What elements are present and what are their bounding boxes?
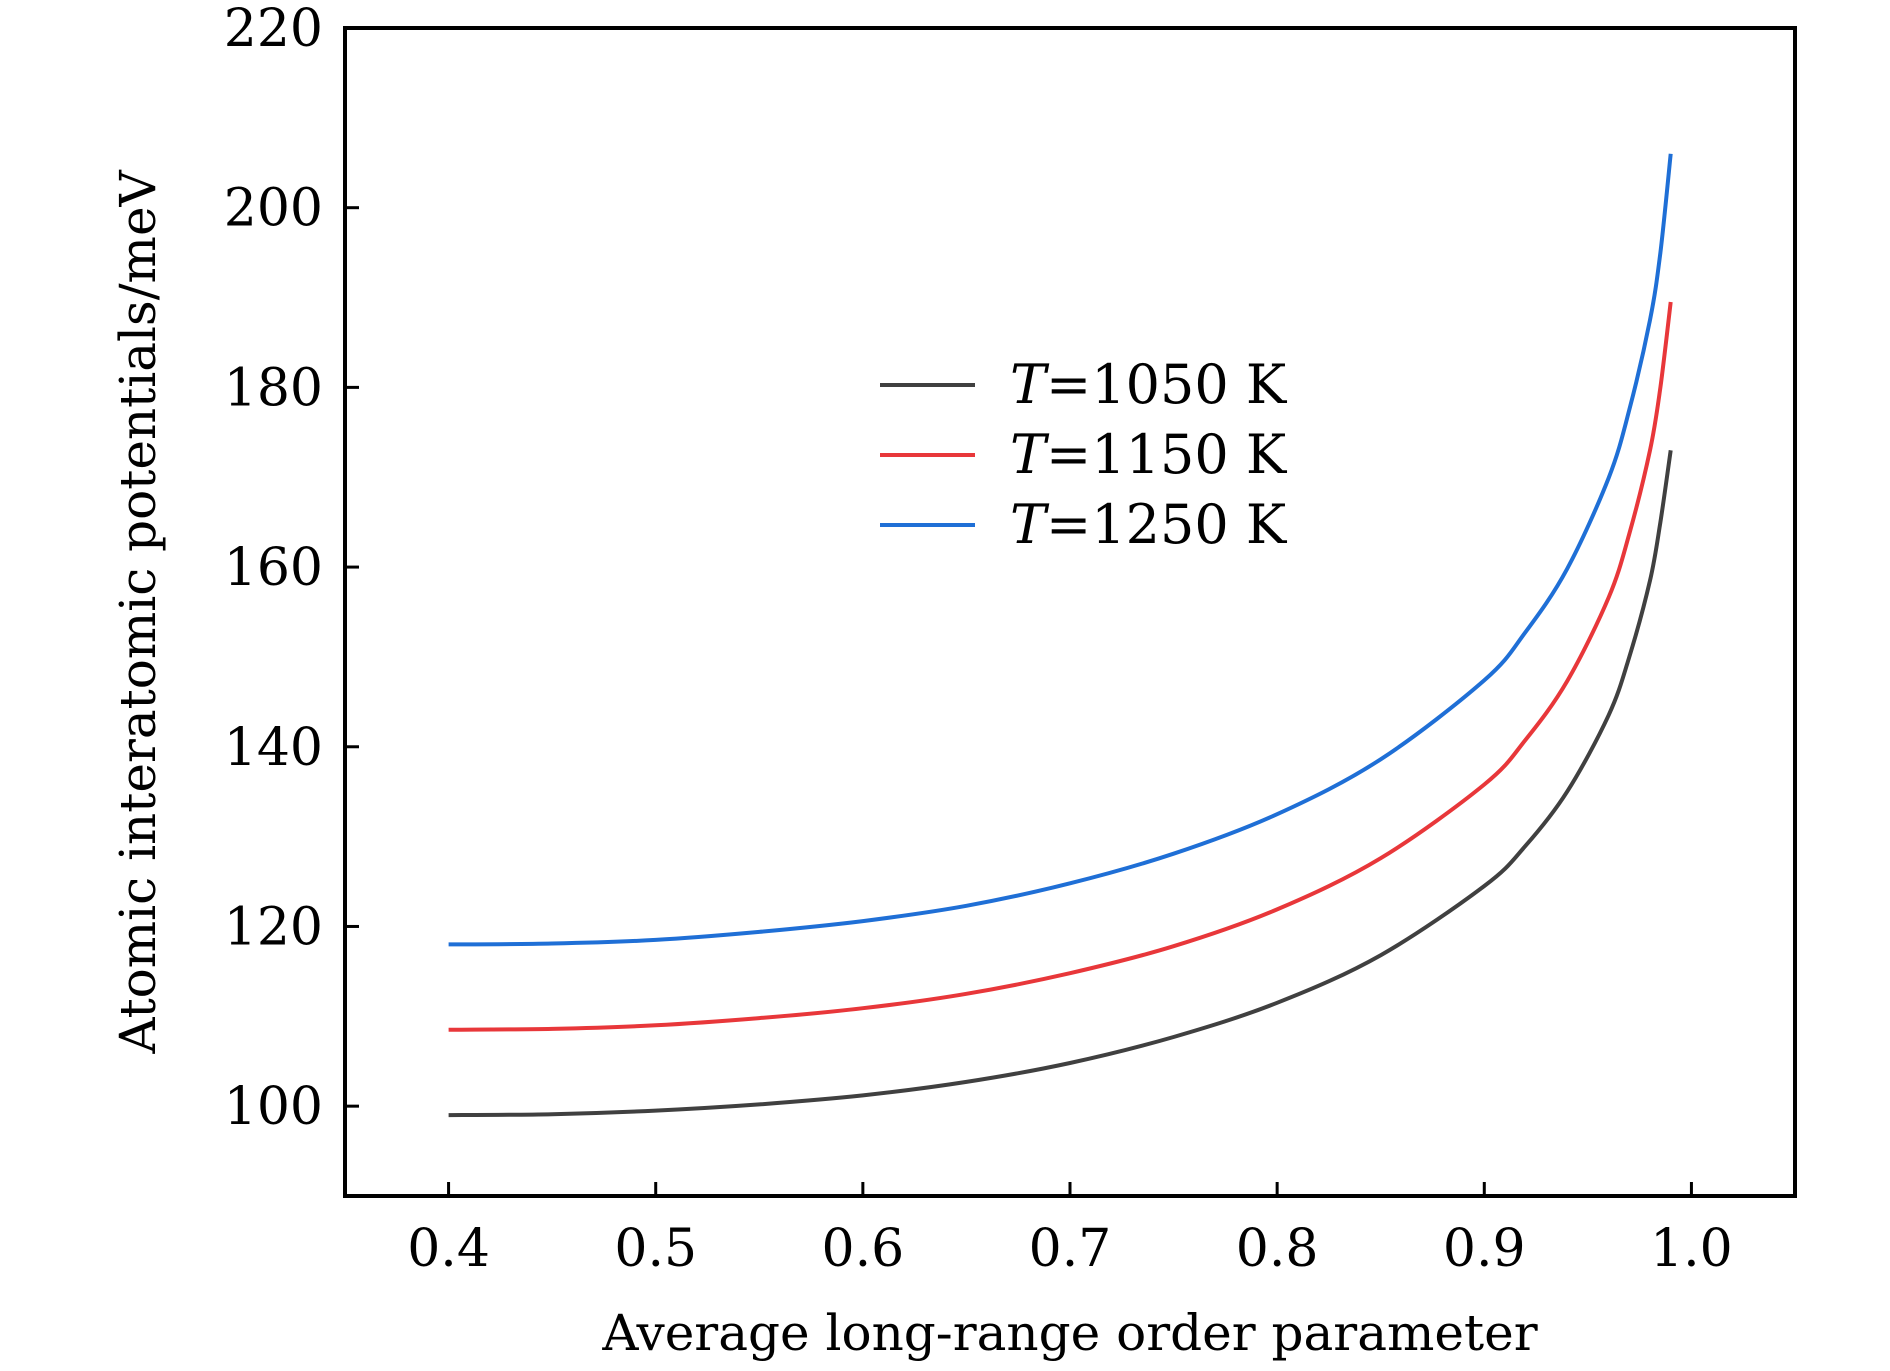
x-axis-ticks: 0.4 0.5 0.6 0.7 0.8 0.9 1.0 <box>407 1182 1733 1279</box>
y-tick-label: 100 <box>224 1077 323 1137</box>
x-tick-label: 0.8 <box>1236 1219 1319 1279</box>
y-tick-label: 220 <box>224 0 323 59</box>
x-axis-title: Average long-range order parameter <box>601 1304 1537 1362</box>
series-line-1250 <box>448 153 1673 947</box>
x-tick-label: 0.4 <box>407 1219 490 1279</box>
y-tick-label: 160 <box>224 538 323 598</box>
legend-num: 1150 K <box>1091 423 1288 486</box>
legend-eq: = <box>1046 353 1091 416</box>
y-tick-label: 200 <box>224 179 323 239</box>
legend-num: 1050 K <box>1091 353 1288 416</box>
legend-var: T <box>1010 423 1050 486</box>
series-line-1050 <box>448 450 1673 1118</box>
legend-label-1250: T=1250 K <box>1010 493 1288 556</box>
y-tick-label: 140 <box>224 718 323 778</box>
series-layer <box>448 153 1673 1118</box>
series-line-1150 <box>448 301 1673 1032</box>
legend-var: T <box>1010 353 1050 416</box>
x-tick-label: 0.7 <box>1029 1219 1112 1279</box>
legend-label-1150: T=1150 K <box>1010 423 1288 486</box>
legend-var: T <box>1010 493 1050 556</box>
legend: T=1050 KT=1150 KT=1250 K <box>880 353 1288 556</box>
x-tick-label: 1.0 <box>1650 1219 1733 1279</box>
x-tick-label: 0.5 <box>614 1219 697 1279</box>
legend-eq: = <box>1046 493 1091 556</box>
y-tick-label: 120 <box>224 897 323 957</box>
y-axis-ticks: 100 120 140 160 180 200 220 <box>224 0 359 1137</box>
x-tick-label: 0.9 <box>1443 1219 1526 1279</box>
legend-num: 1250 K <box>1091 493 1288 556</box>
legend-label-1050: T=1050 K <box>1010 353 1288 416</box>
legend-eq: = <box>1046 423 1091 486</box>
y-axis-title: Atomic interatomic potentials/meV <box>109 169 167 1054</box>
y-tick-label: 180 <box>224 358 323 418</box>
x-tick-label: 0.6 <box>822 1219 905 1279</box>
